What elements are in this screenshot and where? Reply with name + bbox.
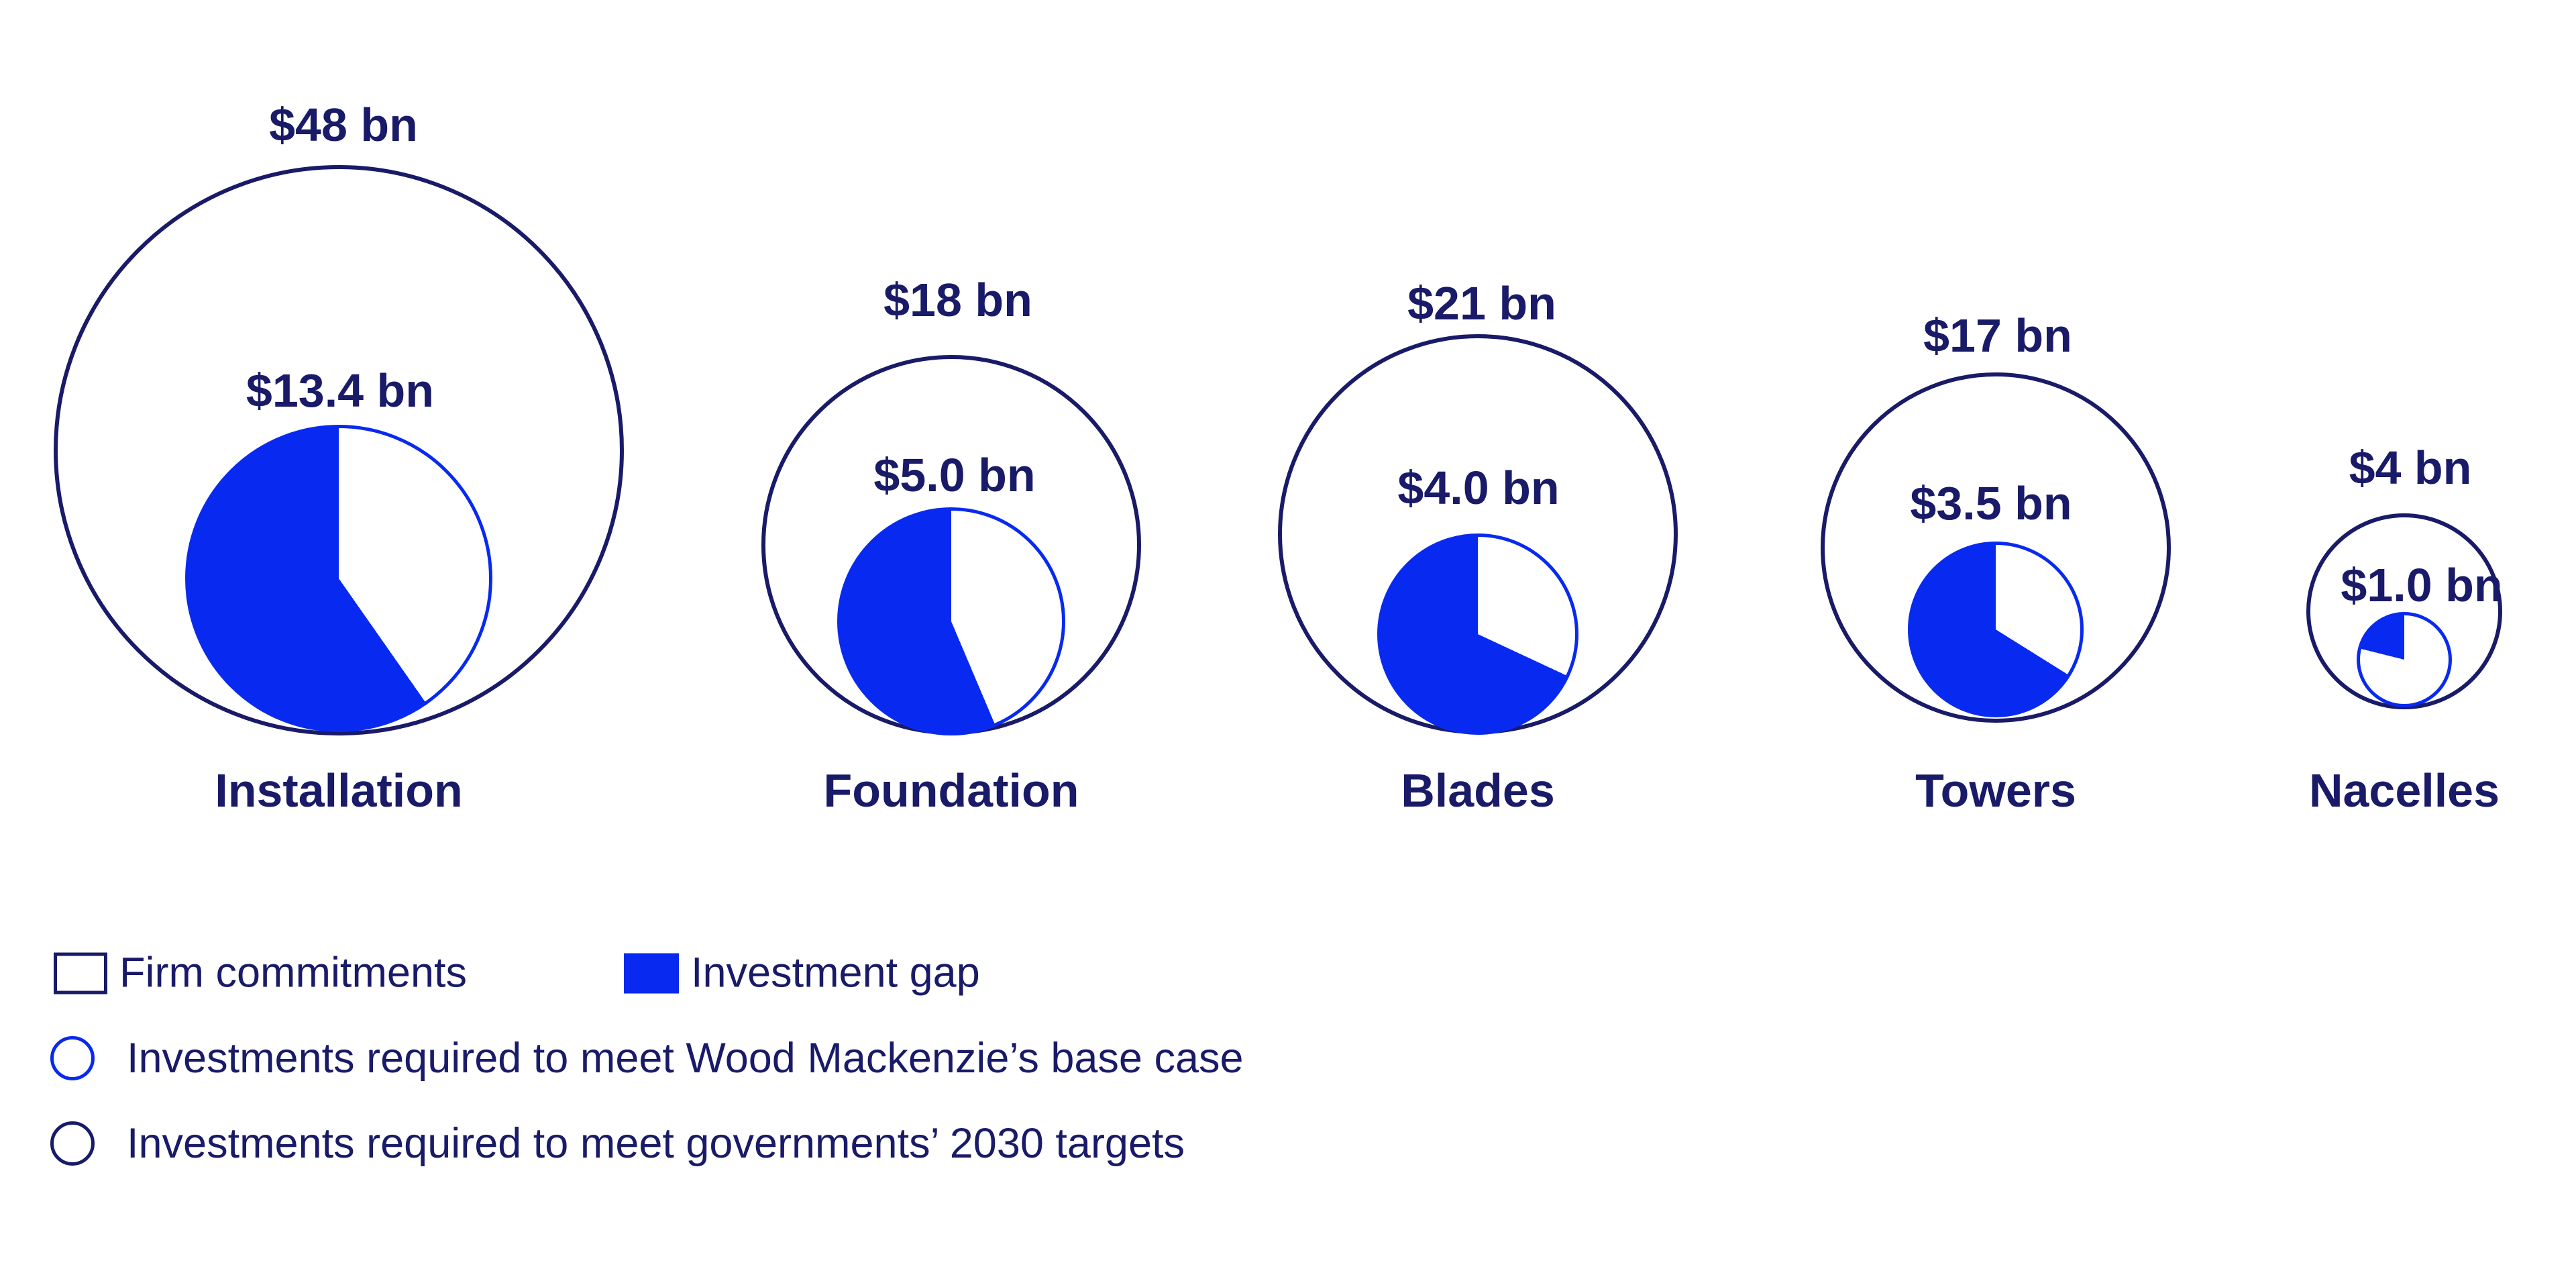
base-case-pie-foundation bbox=[837, 507, 1065, 735]
category-label-installation: Installation bbox=[215, 764, 463, 817]
base-case-pie-installation bbox=[185, 425, 492, 732]
target-value-label-nacelles: $4 bn bbox=[2349, 442, 2472, 494]
target-circle-towers bbox=[1821, 372, 2171, 723]
target-value-label-blades: $21 bn bbox=[1407, 277, 1556, 329]
legend-item-firm-commitments: Firm commitments bbox=[54, 952, 467, 994]
target-circle-installation bbox=[54, 165, 624, 735]
legend-label: Investments required to meet Wood Macken… bbox=[127, 1034, 1244, 1082]
base-case-circle-icon bbox=[50, 1036, 95, 1080]
target-value-label-towers: $17 bn bbox=[1923, 309, 2072, 362]
category-label-towers: Towers bbox=[1915, 764, 2076, 817]
firm-commitments-swatch-icon bbox=[54, 952, 107, 994]
category-label-blades: Blades bbox=[1401, 764, 1555, 817]
base-case-pie-towers bbox=[1908, 542, 2084, 717]
category-label-nacelles: Nacelles bbox=[2308, 764, 2500, 817]
category-label-foundation: Foundation bbox=[823, 764, 1079, 817]
investment-gap-swatch-icon bbox=[624, 953, 679, 993]
targets-2030-circle-icon bbox=[50, 1121, 95, 1166]
target-circle-nacelles bbox=[2306, 513, 2502, 709]
base-case-value-label-blades: $4.0 bn bbox=[1397, 462, 1560, 514]
legend-label: Firm commitments bbox=[119, 949, 467, 997]
legend-label: Investment gap bbox=[691, 949, 980, 997]
legend-item-investment-gap: Investment gap bbox=[624, 952, 980, 994]
base-case-pie-blades bbox=[1377, 533, 1578, 735]
base-case-value-label-nacelles: $1.0 bn bbox=[2341, 559, 2503, 611]
target-value-label-foundation: $18 bn bbox=[883, 274, 1032, 326]
base-case-value-label-installation: $13.4 bn bbox=[246, 364, 435, 417]
base-case-pie-nacelles bbox=[2357, 612, 2452, 707]
legend-item-2030-targets: Investments required to meet governments… bbox=[50, 1121, 1185, 1166]
legend-item-base-case: Investments required to meet Wood Macken… bbox=[50, 1036, 1244, 1080]
legend-label: Investments required to meet governments… bbox=[127, 1119, 1185, 1167]
base-case-value-label-towers: $3.5 bn bbox=[1910, 477, 2072, 529]
target-value-label-installation: $48 bn bbox=[269, 99, 418, 151]
base-case-value-label-foundation: $5.0 bn bbox=[873, 449, 1036, 501]
